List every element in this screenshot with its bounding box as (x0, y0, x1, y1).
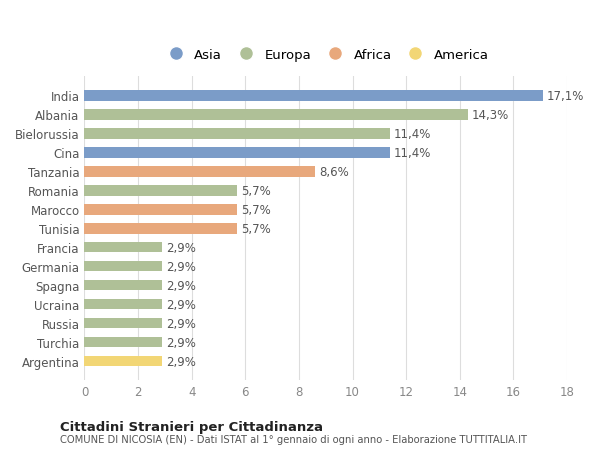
Bar (85, 280, 162, 291)
Bar (85, 110, 468, 120)
Bar (85, 129, 390, 140)
Bar (85, 299, 162, 310)
Text: 2,9%: 2,9% (166, 355, 196, 368)
Bar (85, 318, 162, 329)
Text: 2,9%: 2,9% (166, 279, 196, 292)
Bar (85, 242, 162, 253)
Text: COMUNE DI NICOSIA (EN) - Dati ISTAT al 1° gennaio di ogni anno - Elaborazione TU: COMUNE DI NICOSIA (EN) - Dati ISTAT al 1… (60, 434, 527, 444)
Text: 2,9%: 2,9% (166, 317, 196, 330)
Text: 14,3%: 14,3% (472, 109, 509, 122)
Bar (85, 186, 237, 196)
Text: 8,6%: 8,6% (319, 166, 349, 179)
Text: 11,4%: 11,4% (394, 146, 431, 160)
Bar (85, 224, 237, 234)
Legend: Asia, Europa, Africa, America: Asia, Europa, Africa, America (159, 45, 493, 65)
Text: 11,4%: 11,4% (394, 128, 431, 140)
Text: 5,7%: 5,7% (241, 203, 271, 216)
Text: 5,7%: 5,7% (241, 185, 271, 197)
Text: 5,7%: 5,7% (241, 222, 271, 235)
Text: 2,9%: 2,9% (166, 241, 196, 254)
Text: 2,9%: 2,9% (166, 260, 196, 273)
Text: Cittadini Stranieri per Cittadinanza: Cittadini Stranieri per Cittadinanza (60, 420, 323, 433)
Bar (85, 167, 315, 177)
Text: 17,1%: 17,1% (547, 90, 584, 103)
Text: 2,9%: 2,9% (166, 336, 196, 349)
Bar (85, 91, 543, 101)
Bar (85, 148, 390, 158)
Bar (85, 262, 162, 272)
Bar (85, 356, 162, 367)
Bar (85, 337, 162, 347)
Text: 2,9%: 2,9% (166, 298, 196, 311)
Bar (85, 205, 237, 215)
